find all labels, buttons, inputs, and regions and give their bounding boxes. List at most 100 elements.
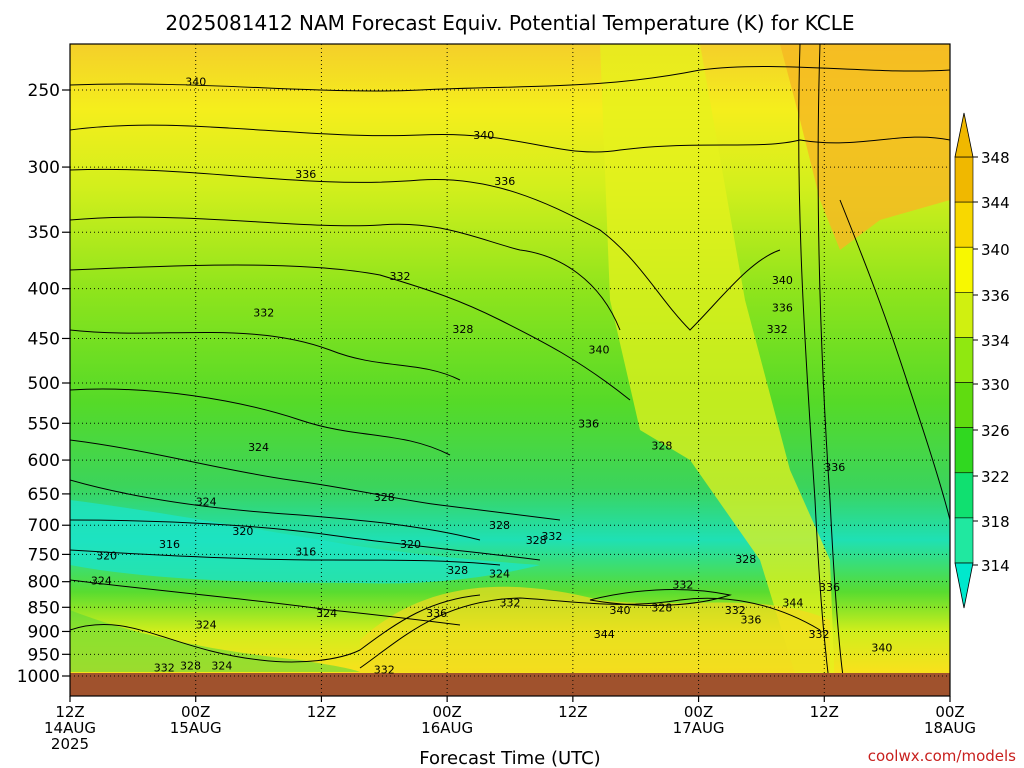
contour-label-text: 328 — [651, 601, 672, 614]
colorbar-label: 318 — [981, 513, 1010, 531]
contour-label: 320 — [96, 550, 117, 563]
contour-label: 332 — [390, 270, 411, 283]
contour-label-text: 336 — [295, 168, 316, 181]
colorbar-label: 336 — [981, 287, 1010, 305]
x-tick-label: 2025 — [51, 735, 89, 753]
contour-label: 320 — [232, 525, 253, 538]
contour-label: 340 — [871, 642, 892, 655]
contour-label: 328 — [651, 601, 672, 614]
contour-label: 324 — [91, 575, 112, 588]
contour-label: 332 — [767, 323, 788, 336]
contour-label: 336 — [494, 175, 515, 188]
contour-label-text: 340 — [871, 642, 892, 655]
contour-label: 340 — [589, 344, 610, 357]
contour-label-text: 336 — [578, 417, 599, 430]
colorbar-label: 344 — [981, 194, 1010, 212]
contour-label: 328 — [447, 564, 468, 577]
colorbar-label: 340 — [981, 241, 1010, 259]
contour-label-text: 316 — [159, 538, 180, 551]
contour-label-text: 332 — [500, 596, 521, 609]
colorbar-segment — [954, 337, 974, 383]
contour-label-text: 324 — [211, 659, 232, 672]
contour-label-text: 328 — [651, 440, 672, 453]
y-tick-label: 600 — [28, 451, 60, 471]
contour-label: 340 — [185, 75, 206, 88]
x-tick-label: 12Z — [558, 703, 587, 721]
contour-label: 336 — [295, 168, 316, 181]
colorbar-segment — [954, 201, 974, 248]
y-tick-label: 400 — [28, 280, 60, 300]
contour-label-text: 324 — [248, 441, 269, 454]
contour-label-text: 320 — [400, 538, 421, 551]
colorbar-label: 326 — [981, 422, 1010, 440]
contour-label: 328 — [452, 323, 473, 336]
contour-label: 324 — [211, 659, 232, 672]
contour-label: 328 — [374, 491, 395, 504]
contour-label-text: 340 — [589, 344, 610, 357]
y-axis: 250 300 350 400 450 500 550 600 650 700 750 800 850 9… — [17, 81, 70, 687]
contour-label: 324 — [196, 496, 217, 509]
contour-label: 328 — [651, 440, 672, 453]
y-tick-label: 750 — [28, 545, 60, 565]
contour-label: 344 — [594, 628, 615, 641]
y-tick-label: 1000 — [17, 667, 60, 687]
contour-label-text: 332 — [672, 578, 693, 591]
colorbar-segment — [954, 156, 974, 203]
upper-warm-core-region — [780, 44, 950, 250]
contour-label-text: 336 — [772, 301, 793, 314]
colorbar-segment — [954, 292, 974, 338]
contour-label-text: 344 — [594, 628, 615, 641]
contour-label-text: 332 — [390, 270, 411, 283]
x-tick-label: 17AUG — [673, 719, 725, 737]
contour-label: 324 — [248, 441, 269, 454]
contour-label-text: 328 — [526, 534, 547, 547]
lower-cool-region — [70, 610, 360, 672]
colorbar-segment — [954, 246, 974, 293]
contour-label: 340 — [473, 129, 494, 142]
contour-label-text: 340 — [473, 129, 494, 142]
contour-label-text: 336 — [824, 461, 845, 474]
contour-label: 332 — [374, 664, 395, 677]
contour-label: 336 — [772, 301, 793, 314]
y-tick-label: 700 — [28, 516, 60, 536]
colorbar-label: 322 — [981, 468, 1010, 486]
contour-label-text: 320 — [232, 525, 253, 538]
contour-labels: 3443443443403403363363323323283403363323… — [91, 75, 892, 677]
contour-label-text: 328 — [180, 659, 201, 672]
contour-label: 332 — [725, 604, 746, 617]
y-tick-label: 450 — [28, 329, 60, 349]
contour-label-text: 324 — [196, 496, 217, 509]
contour-label-text: 316 — [295, 546, 316, 559]
x-tick-label: 16AUG — [421, 719, 473, 737]
contour-label-text: 324 — [91, 575, 112, 588]
contour-label-text: 332 — [154, 661, 175, 674]
grid-lines — [70, 44, 950, 696]
contour-label: 332 — [809, 628, 830, 641]
x-tick-label: 18AUG — [924, 719, 976, 737]
colorbar-label: 314 — [981, 557, 1010, 575]
x-axis-label: Forecast Time (UTC) — [419, 748, 600, 768]
contour-label: 336 — [819, 581, 840, 594]
x-tick-label: 12Z — [810, 703, 839, 721]
credit-text: coolwx.com/models — [868, 747, 1016, 765]
colorbar-extend-bottom — [954, 562, 974, 609]
contour-label-text: 328 — [447, 564, 468, 577]
warm-column-region — [600, 44, 835, 690]
contour-label: 328 — [489, 519, 510, 532]
contour-label-text: 328 — [374, 491, 395, 504]
contour-label-text: 328 — [735, 553, 756, 566]
contour-label: 340 — [610, 604, 631, 617]
contour-label: 332 — [541, 530, 562, 543]
contour-label-text: 344 — [782, 596, 803, 609]
contour-label-text: 340 — [185, 75, 206, 88]
y-tick-label: 300 — [28, 158, 60, 178]
contour-label: 336 — [578, 417, 599, 430]
x-tick-label: 12Z — [55, 703, 84, 721]
contour-label: 320 — [400, 538, 421, 551]
colorbar-extend-top — [954, 112, 974, 158]
plot-area: 3443443443403403363363323323283403363323… — [70, 44, 950, 696]
contour-label-text: 324 — [196, 618, 217, 631]
contour-label-text: 328 — [489, 519, 510, 532]
colorbar: 348 344 340 336 334 330 326 322 318 314 — [954, 112, 1010, 609]
contour-label: 340 — [772, 274, 793, 287]
